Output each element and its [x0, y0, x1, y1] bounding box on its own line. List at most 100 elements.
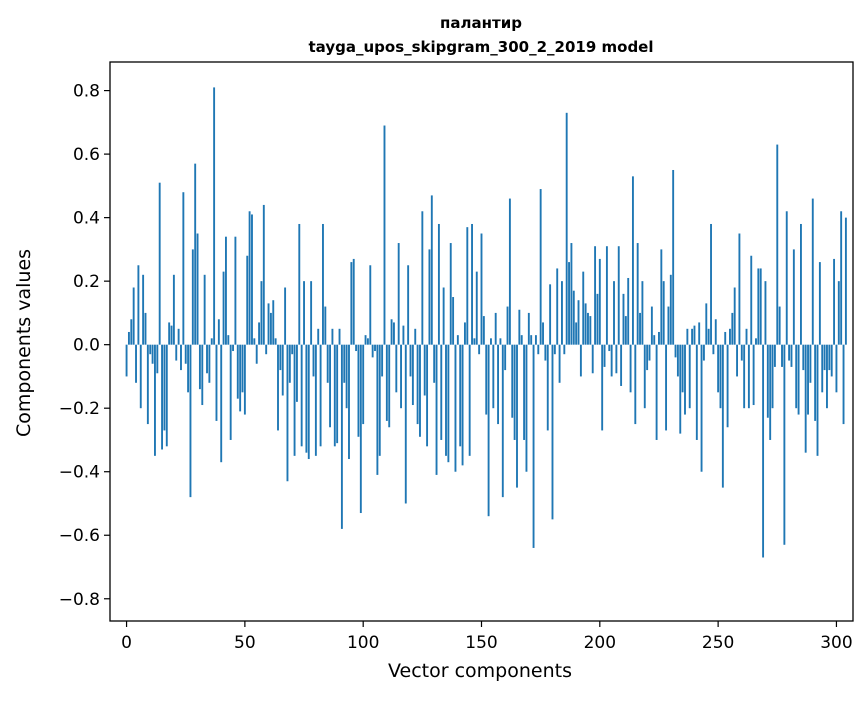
bar-25 — [184, 344, 187, 364]
bar-177 — [544, 344, 547, 361]
bar-131 — [435, 344, 438, 475]
bar-85 — [326, 344, 329, 383]
bar-195 — [587, 312, 589, 345]
bar-2 — [130, 319, 133, 345]
bar-86 — [329, 344, 331, 428]
bar-199 — [596, 293, 599, 345]
bar-74 — [300, 344, 303, 447]
bar-38 — [215, 344, 218, 421]
bar-97 — [355, 344, 358, 352]
bar-226 — [660, 249, 663, 345]
bar-295 — [823, 344, 826, 371]
bar-257 — [733, 287, 736, 345]
bar-89 — [336, 344, 339, 444]
bar-241 — [695, 344, 698, 440]
bar-111 — [388, 344, 391, 428]
bar-45 — [232, 344, 234, 352]
bar-200 — [598, 258, 601, 345]
bar-114 — [395, 344, 398, 393]
bar-193 — [582, 271, 585, 345]
bar-151 — [482, 316, 485, 345]
bar-172 — [532, 344, 535, 548]
bar-181 — [553, 344, 556, 355]
bar-140 — [456, 335, 459, 345]
x-axis-label: Vector components — [388, 660, 572, 682]
bar-29 — [194, 163, 197, 345]
bar-214 — [631, 176, 634, 345]
bar-215 — [634, 344, 637, 425]
bar-141 — [459, 344, 462, 447]
bar-270 — [764, 281, 767, 345]
bar-190 — [575, 322, 578, 345]
bar-284 — [797, 344, 800, 415]
bar-180 — [551, 344, 554, 520]
bar-206 — [613, 281, 615, 345]
bar-24 — [182, 192, 185, 345]
bar-112 — [390, 319, 393, 345]
bar-109 — [383, 125, 386, 345]
bar-202 — [603, 344, 606, 367]
bar-133 — [440, 344, 443, 440]
bar-70 — [291, 344, 294, 355]
bar-297 — [828, 344, 831, 371]
y-tick-label-2: −0.4 — [59, 463, 100, 483]
bar-161 — [506, 306, 509, 345]
bar-72 — [295, 344, 298, 402]
bar-82 — [319, 344, 322, 447]
bar-174 — [537, 344, 540, 355]
bar-242 — [698, 322, 701, 345]
bar-205 — [610, 344, 613, 377]
chart-title: палантир — [440, 14, 522, 32]
bar-50 — [243, 344, 246, 415]
bar-197 — [591, 344, 594, 374]
bar-152 — [485, 344, 488, 415]
bar-46 — [234, 236, 237, 345]
bar-150 — [480, 233, 483, 345]
bar-95 — [350, 262, 353, 345]
bar-115 — [397, 243, 400, 345]
bar-6 — [139, 344, 142, 409]
bar-51 — [246, 255, 249, 345]
bar-92 — [343, 344, 346, 383]
bar-33 — [203, 274, 206, 345]
bar-79 — [312, 344, 315, 377]
y-tick-label-0: −0.8 — [59, 590, 100, 610]
bar-164 — [513, 344, 516, 440]
bar-146 — [471, 223, 473, 345]
bar-221 — [648, 344, 651, 361]
bar-198 — [594, 246, 597, 345]
bar-122 — [414, 328, 417, 345]
bar-239 — [691, 328, 694, 345]
bar-68 — [286, 344, 289, 482]
bar-186 — [565, 112, 568, 345]
bar-224 — [655, 344, 658, 440]
bar-14 — [158, 182, 161, 345]
bar-166 — [518, 309, 521, 345]
bar-35 — [208, 344, 211, 383]
bar-110 — [385, 344, 388, 421]
bar-36 — [210, 338, 213, 345]
bar-47 — [236, 344, 239, 399]
x-tick-label-2: 100 — [347, 633, 379, 653]
bars-group — [125, 87, 847, 558]
bar-139 — [454, 344, 457, 472]
bar-207 — [615, 344, 618, 374]
bar-212 — [627, 277, 630, 345]
bar-64 — [277, 344, 279, 431]
bar-272 — [769, 344, 772, 440]
bar-286 — [802, 344, 805, 371]
bar-184 — [561, 281, 563, 345]
y-tick-label-7: 0.6 — [73, 145, 100, 165]
bar-255 — [729, 328, 731, 345]
bar-19 — [170, 325, 173, 345]
bar-121 — [411, 344, 414, 406]
bar-42 — [225, 236, 227, 345]
bar-175 — [539, 189, 542, 345]
bar-290 — [811, 198, 814, 345]
bar-285 — [800, 223, 802, 345]
y-tick-label-6: 0.4 — [73, 209, 100, 229]
bar-117 — [402, 325, 405, 345]
bar-21 — [175, 344, 178, 361]
bar-300 — [835, 344, 838, 393]
bar-167 — [520, 335, 523, 345]
